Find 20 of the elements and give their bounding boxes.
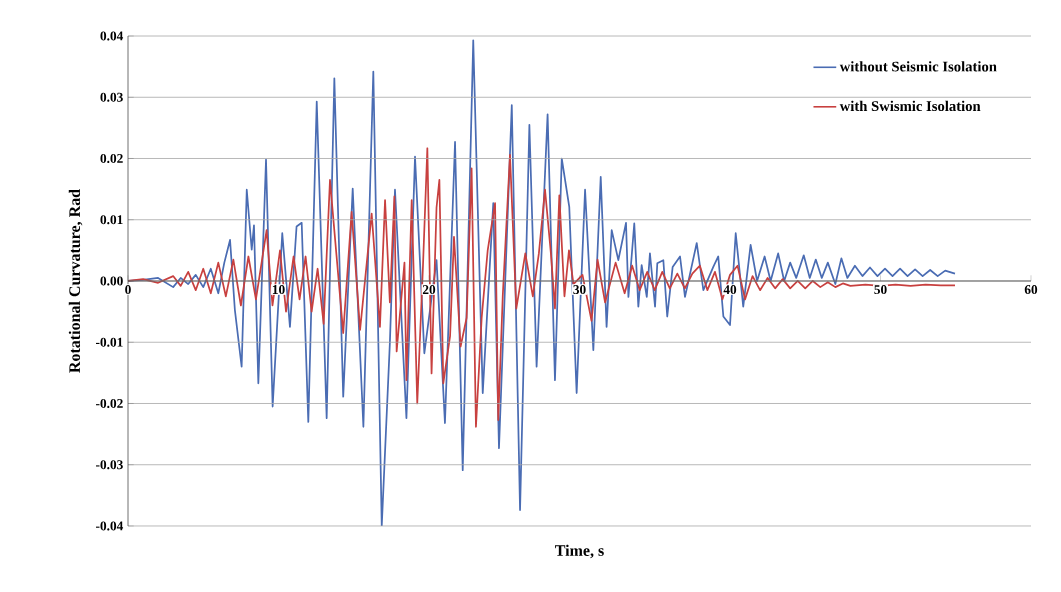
x-tick-label: 20 (422, 285, 436, 295)
y-tick-label: 0.02 (100, 153, 123, 164)
x-axis-title: Time, s (555, 544, 604, 559)
legend-label: without Seismic Isolation (839, 61, 997, 72)
x-tick-label: 60 (1024, 285, 1038, 295)
y-tick-label: -0.04 (96, 521, 124, 531)
x-tick-label: 0 (125, 285, 131, 295)
y-tick-label: 0.04 (100, 31, 124, 41)
y-tick-label: 0.00 (100, 276, 123, 286)
y-tick-label: -0.03 (96, 460, 123, 470)
x-tick-label: 10 (272, 285, 285, 295)
y-axis-title: Rotational Curvature, Rad (68, 189, 83, 373)
y-tick-label: -0.02 (96, 398, 123, 409)
x-tick-label: 30 (573, 285, 586, 295)
x-tick-label: 40 (723, 285, 737, 295)
legend-label: with Swismic Isolation (839, 100, 981, 112)
y-tick-label: -0.01 (96, 337, 123, 347)
x-tick-label: 50 (874, 285, 887, 295)
y-tick-label: 0.01 (100, 215, 123, 225)
y-tick-label: 0.03 (100, 92, 123, 102)
